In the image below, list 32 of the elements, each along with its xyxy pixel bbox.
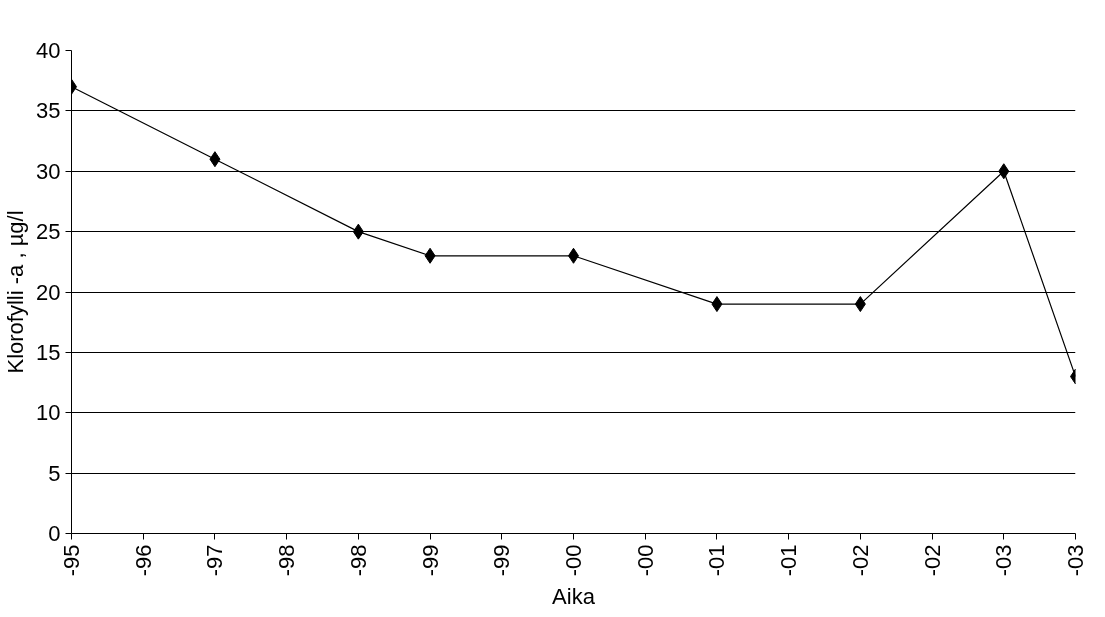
y-tick-label: 20 xyxy=(36,279,61,305)
y-tick-label: 5 xyxy=(48,460,61,486)
x-tick-label: -02 xyxy=(847,544,873,577)
y-tick-label: 25 xyxy=(36,219,61,245)
x-tick-label: -97 xyxy=(202,544,228,577)
x-tick-label: -99 xyxy=(489,544,515,577)
point xyxy=(998,163,1010,180)
x-tick-label: -03 xyxy=(1063,544,1088,577)
y-tick-label: 35 xyxy=(36,98,61,124)
x-tick-label: -01 xyxy=(704,544,730,577)
x-tick-label: -98 xyxy=(274,544,300,577)
x-axis-title: Aika xyxy=(552,584,596,610)
x-tick-label: -95 xyxy=(59,544,84,577)
x-tick-label: -01 xyxy=(776,544,802,577)
y-tick-label: 10 xyxy=(36,400,61,426)
y-tick-label: 0 xyxy=(48,521,61,546)
point xyxy=(209,151,221,168)
point xyxy=(424,247,436,264)
x-tick-label: -99 xyxy=(417,544,443,577)
x-tick-label: -00 xyxy=(561,544,586,577)
y-axis-title: Klorofylli -a , µg/l xyxy=(3,210,29,374)
point xyxy=(711,296,723,313)
x-tick-label: -00 xyxy=(632,544,658,577)
x-tick-label: -03 xyxy=(991,544,1017,577)
y-tick-label: 40 xyxy=(36,38,61,63)
y-tick-label: 15 xyxy=(36,339,61,365)
y-tick-label: 30 xyxy=(36,158,61,184)
point xyxy=(854,296,866,313)
x-tick-label: -98 xyxy=(345,544,371,577)
x-tick-label: -02 xyxy=(919,544,945,577)
x-tick-label: -96 xyxy=(130,544,156,577)
point xyxy=(352,223,364,240)
